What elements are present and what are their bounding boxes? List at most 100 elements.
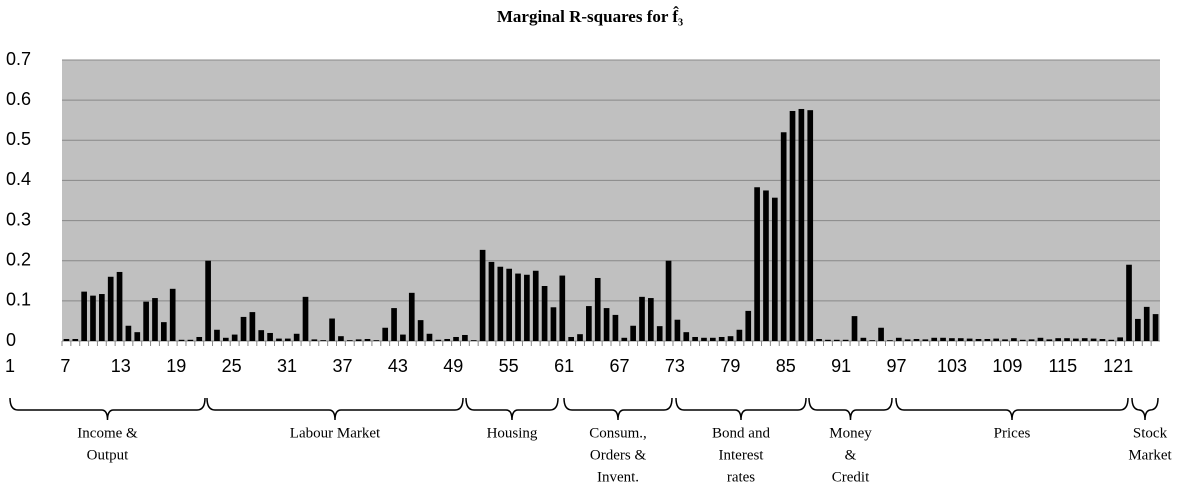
bar (1117, 337, 1123, 341)
bar (984, 338, 991, 341)
bar (665, 260, 672, 341)
group-label: Interest (719, 447, 765, 463)
bar (577, 334, 583, 341)
x-tick-label: 85 (776, 356, 796, 376)
bar (152, 298, 158, 341)
bar (860, 337, 867, 341)
bar (240, 316, 247, 341)
group-brace (206, 397, 464, 421)
bar (966, 338, 973, 341)
bar (276, 338, 282, 341)
chart-title: Marginal R-squares for f̂₃ (497, 6, 683, 25)
bar (993, 338, 1000, 341)
bar (833, 339, 840, 341)
bar (107, 276, 114, 341)
bar (258, 330, 265, 341)
group-brace (895, 397, 1129, 421)
group-label: Orders & (590, 447, 647, 463)
bar (426, 333, 433, 341)
bar (90, 295, 96, 341)
bar (656, 326, 663, 341)
bar (400, 334, 406, 341)
y-tick-label: 0.2 (6, 249, 31, 269)
bar (160, 322, 167, 341)
bar (1099, 338, 1106, 341)
group-label: Money (829, 425, 872, 441)
y-tick-label: 0.4 (6, 169, 31, 189)
bar (736, 329, 743, 341)
y-tick-label: 0 (6, 330, 16, 350)
bar (1081, 338, 1088, 341)
group-brace (9, 397, 206, 421)
bar (1037, 337, 1044, 341)
bar (780, 132, 787, 341)
bar (99, 294, 105, 341)
bar (515, 273, 521, 341)
y-tick-label: 0.1 (6, 290, 31, 310)
group-brace (675, 397, 807, 421)
bar (453, 336, 459, 341)
bar (754, 187, 760, 341)
bar (825, 339, 831, 341)
bar (878, 327, 884, 341)
bar (639, 296, 645, 341)
x-tick-label: 61 (554, 356, 574, 376)
bar (364, 338, 371, 341)
bar (1108, 339, 1115, 341)
bar (479, 249, 486, 341)
bar (125, 325, 132, 341)
bar (249, 312, 256, 341)
bar (709, 337, 716, 341)
bar (1135, 318, 1141, 341)
x-tick-label: 103 (937, 356, 967, 376)
bar (727, 336, 734, 341)
bar (895, 337, 902, 341)
bar (630, 325, 636, 341)
bar (169, 288, 176, 341)
bar (72, 338, 79, 341)
group-label: Credit (832, 469, 870, 485)
bar (603, 308, 610, 341)
group-label: Output (87, 447, 130, 463)
y-tick-label: 0.3 (6, 209, 31, 229)
plot-area (62, 60, 1160, 341)
x-tick-label: 97 (887, 356, 907, 376)
bar (1055, 338, 1062, 341)
group-brace (465, 397, 559, 421)
group-brace (1131, 397, 1159, 421)
bar (284, 338, 291, 341)
bar (559, 275, 566, 341)
group-label: Market (1128, 447, 1172, 463)
group-label: Bond and (712, 425, 770, 441)
bar (302, 296, 309, 341)
bar (81, 291, 87, 341)
bar (541, 286, 548, 341)
bar (470, 340, 477, 341)
bar (435, 339, 442, 341)
bar (1046, 339, 1053, 341)
bar (887, 340, 893, 341)
bar (842, 339, 849, 341)
bar (329, 318, 335, 341)
x-tick-label: 25 (222, 356, 242, 376)
bar (506, 268, 513, 341)
bar (1019, 339, 1026, 341)
group-label: & (845, 447, 857, 463)
y-tick-label: 0.7 (6, 49, 31, 69)
bar (1090, 338, 1097, 341)
bar (851, 316, 858, 341)
bar (231, 334, 238, 341)
group-label: Labour Market (290, 425, 381, 441)
bar (674, 319, 681, 341)
x-tick-label: 7 (60, 356, 70, 376)
bar (904, 339, 911, 341)
bar (311, 339, 318, 341)
x-tick-label: 91 (831, 356, 851, 376)
bar (586, 306, 592, 341)
bar (205, 260, 211, 341)
x-tick-label: 55 (499, 356, 519, 376)
group-brace (808, 397, 893, 421)
bar (568, 336, 574, 341)
bar (807, 110, 814, 341)
